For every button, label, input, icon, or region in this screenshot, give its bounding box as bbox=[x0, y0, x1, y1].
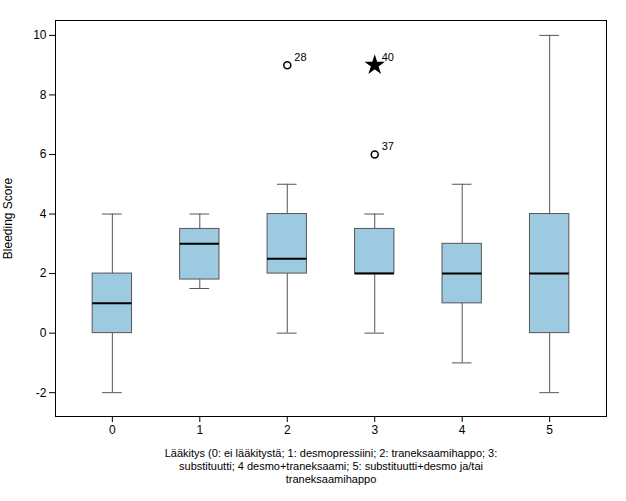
svg-text:4: 4 bbox=[459, 423, 466, 437]
svg-text:Bleeding Score: Bleeding Score bbox=[1, 177, 15, 259]
svg-text:28: 28 bbox=[294, 51, 306, 63]
svg-text:0: 0 bbox=[109, 423, 116, 437]
svg-text:2: 2 bbox=[40, 266, 47, 280]
svg-text:10: 10 bbox=[33, 28, 47, 42]
svg-text:Lääkitys (0: ei lääkitystä; 1:: Lääkitys (0: ei lääkitystä; 1: desmopres… bbox=[165, 447, 498, 484]
svg-text:2: 2 bbox=[284, 423, 291, 437]
svg-text:4: 4 bbox=[40, 207, 47, 221]
svg-text:3: 3 bbox=[371, 423, 378, 437]
svg-text:0: 0 bbox=[40, 326, 47, 340]
svg-text:37: 37 bbox=[382, 140, 394, 152]
svg-text:8: 8 bbox=[40, 88, 47, 102]
svg-text:-2: -2 bbox=[36, 386, 47, 400]
svg-text:40: 40 bbox=[382, 51, 394, 63]
svg-text:1: 1 bbox=[196, 423, 203, 437]
svg-text:6: 6 bbox=[40, 147, 47, 161]
svg-text:5: 5 bbox=[546, 423, 553, 437]
